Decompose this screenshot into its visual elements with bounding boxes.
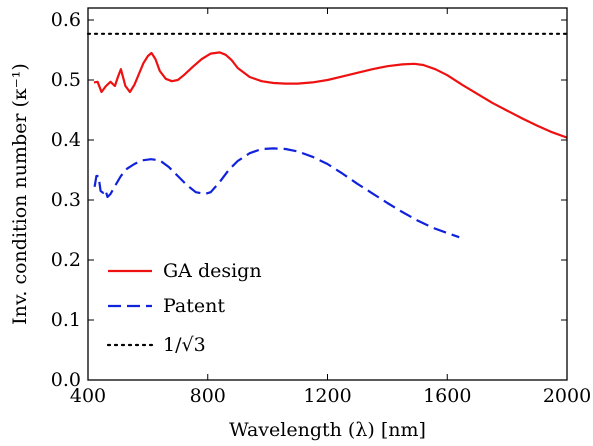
series-line-ga-design — [93, 51, 568, 139]
y-tick-label: 0.3 — [51, 189, 81, 211]
y-tick-label: 0.4 — [51, 129, 81, 151]
y-axis-label: Inv. condition number (κ⁻¹) — [9, 63, 31, 325]
y-tick-label: 0.2 — [51, 249, 81, 271]
y-tick-label: 0.0 — [51, 369, 81, 391]
ticks-layer: 400 800 1200 1600 2000 0.0 0.1 0.2 0.3 0.4 0.5 0.6 — [51, 8, 591, 407]
legend-label-patent: Patent — [163, 295, 225, 317]
x-tick-label: 1600 — [423, 385, 471, 407]
y-tick-label: 0.6 — [51, 9, 81, 31]
x-tick-label: 1200 — [303, 385, 351, 407]
y-tick-label: 0.1 — [51, 309, 81, 331]
x-tick-label: 2000 — [543, 385, 591, 407]
series-layer — [86, 32, 569, 239]
y-tick-label: 0.5 — [51, 69, 81, 91]
legend-label-inv-sqrt3: 1/√3 — [163, 334, 206, 356]
x-axis-label: Wavelength (λ) [nm] — [229, 419, 426, 441]
plot-frame — [87, 7, 568, 381]
x-tick-label: 400 — [70, 385, 106, 407]
legend: GA design Patent 1/√3 — [106, 260, 262, 356]
series-line-patent — [93, 147, 460, 239]
x-tick-label: 800 — [190, 385, 226, 407]
legend-label-ga-design: GA design — [163, 260, 262, 282]
